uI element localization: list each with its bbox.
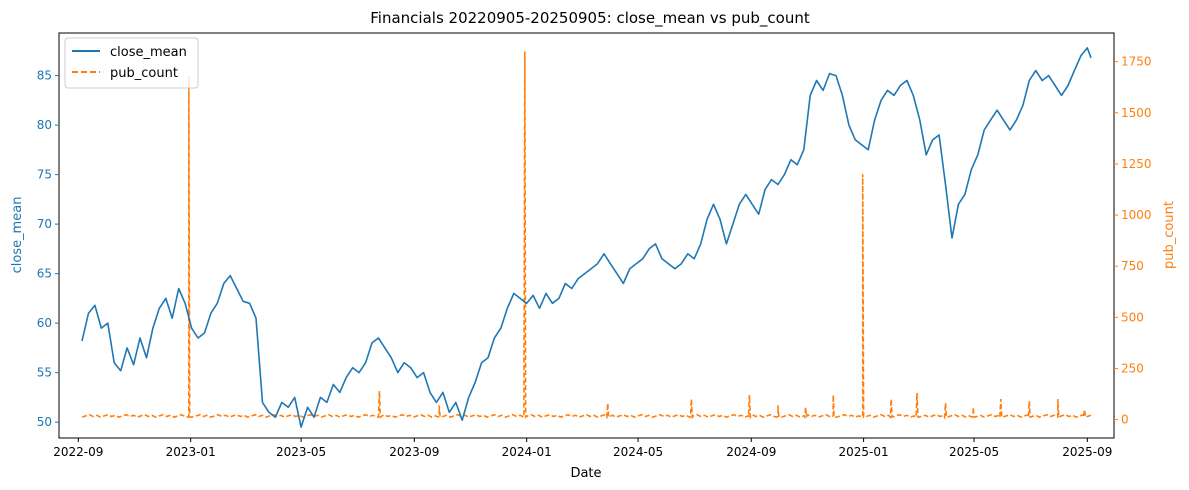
y-left-tick-label: 65 xyxy=(37,267,52,281)
y-right-tick-label: 0 xyxy=(1121,413,1129,427)
y-left-tick-label: 55 xyxy=(37,366,52,380)
y-right-tick-label: 750 xyxy=(1121,259,1144,273)
x-tick-label: 2023-05 xyxy=(276,445,326,459)
series-layer xyxy=(81,47,1092,428)
y-right-tick-label: 250 xyxy=(1121,361,1144,375)
x-tick-label: 2025-01 xyxy=(839,445,889,459)
y-left-tick-label: 85 xyxy=(37,69,52,83)
x-tick-label: 2024-01 xyxy=(502,445,552,459)
y-right-tick-label: 500 xyxy=(1121,310,1144,324)
y-left-tick-label: 75 xyxy=(37,168,52,182)
x-tick-label: 2025-05 xyxy=(949,445,999,459)
x-tick-label: 2025-09 xyxy=(1062,445,1112,459)
plot-frame xyxy=(58,32,1115,439)
y-axis-right-label: pub_count xyxy=(1162,201,1177,269)
y-right-tick-label: 1000 xyxy=(1121,208,1152,222)
x-tick-label: 2022-09 xyxy=(53,445,103,459)
y-left-tick-label: 60 xyxy=(37,316,52,330)
legend-pub-count-label: pub_count xyxy=(110,66,178,81)
y-left-tick-label: 50 xyxy=(37,415,52,429)
x-tick-label: 2023-01 xyxy=(166,445,216,459)
x-tick-label: 2024-09 xyxy=(726,445,776,459)
x-axis-label: Date xyxy=(570,466,601,481)
y-right-tick-label: 1250 xyxy=(1121,157,1152,171)
y-right-tick-label: 1500 xyxy=(1121,106,1152,120)
legend: close_mean pub_count xyxy=(64,37,199,89)
x-tick-label: 2024-05 xyxy=(613,445,663,459)
chart-title: Financials 20220905-20250905: close_mean… xyxy=(370,9,810,28)
pub-count-line xyxy=(81,51,1092,421)
close-mean-line xyxy=(81,47,1092,428)
y-axis-left-label: close_mean xyxy=(10,197,25,274)
y-right-tick-label: 1750 xyxy=(1121,55,1152,69)
x-tick-label: 2023-09 xyxy=(389,445,439,459)
legend-close-mean-label: close_mean xyxy=(110,45,187,60)
y-left-tick-label: 80 xyxy=(37,118,52,132)
y-left-tick-label: 70 xyxy=(37,217,52,231)
axes-layer: 2022-09 2023-01 2023-05 2023-09 2024-01 2024-… xyxy=(37,55,1152,459)
